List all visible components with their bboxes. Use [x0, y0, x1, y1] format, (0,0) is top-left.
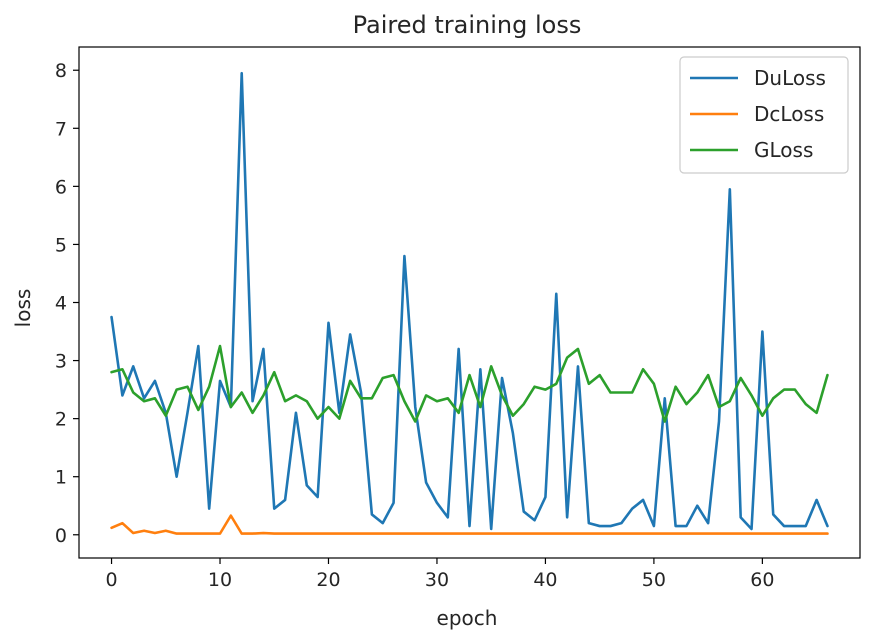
y-tick-label: 1 — [55, 467, 67, 489]
x-tick-label: 10 — [208, 569, 232, 591]
y-tick-label: 3 — [55, 351, 67, 373]
x-tick-label: 40 — [533, 569, 557, 591]
x-tick-label: 20 — [316, 569, 340, 591]
x-tick-label: 50 — [642, 569, 666, 591]
series-layer — [110, 71, 829, 535]
legend-box — [679, 56, 849, 174]
y-axis-label: loss — [11, 289, 35, 328]
chart-title: Paired training loss — [353, 11, 582, 39]
y-tick-label: 7 — [55, 118, 67, 140]
x-axis-label: epoch — [437, 606, 498, 630]
y-tick-label: 8 — [55, 60, 67, 82]
legend-label-dcloss: DcLoss — [754, 102, 824, 126]
series-line-dcloss — [110, 514, 829, 535]
x-tick-label: 60 — [750, 569, 774, 591]
legend-label-gloss: GLoss — [754, 138, 813, 162]
y-tick-label: 0 — [55, 525, 67, 547]
legend-label-duloss: DuLoss — [754, 66, 826, 90]
y-tick-label: 5 — [55, 234, 67, 256]
y-tick-label: 4 — [55, 293, 67, 315]
y-tick-label: 2 — [55, 409, 67, 431]
y-tick-label: 6 — [55, 176, 67, 198]
x-tick-label: 0 — [105, 569, 117, 591]
series-line-gloss — [110, 344, 829, 423]
legend: DuLoss DcLoss GLoss — [679, 56, 849, 174]
plot-frame — [78, 46, 861, 559]
ticks-layer: 0 10 20 30 40 50 60 0 1 2 3 4 5 6 7 8 — [55, 60, 775, 591]
x-tick-label: 30 — [425, 569, 449, 591]
